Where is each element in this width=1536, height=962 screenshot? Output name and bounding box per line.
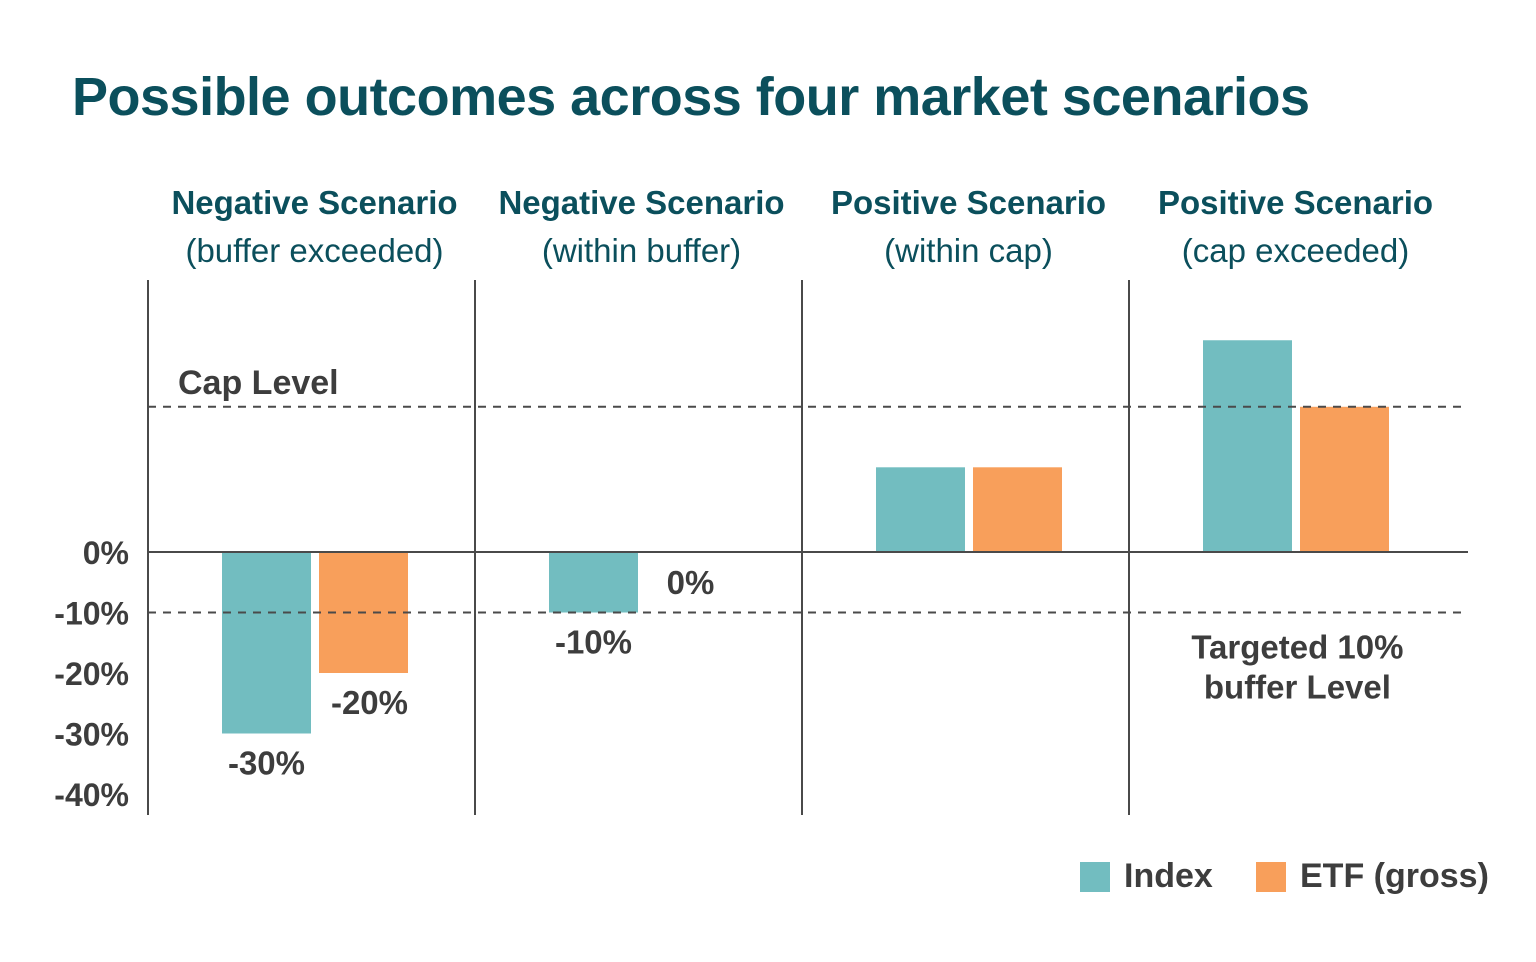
buffer-level-label-line2: buffer Level — [1204, 669, 1391, 706]
bar-index-2 — [876, 467, 965, 552]
data-label: -10% — [555, 624, 632, 661]
legend-item-etf: ETF (gross) — [1256, 857, 1489, 896]
data-label: 0% — [667, 564, 715, 601]
category-header-3: Positive Scenario — [1158, 184, 1433, 221]
y-tick-label: 0% — [83, 535, 129, 571]
category-subheader-0: (buffer exceeded) — [185, 232, 443, 269]
cap-level-label: Cap Level — [178, 364, 339, 402]
legend-label-etf: ETF (gross) — [1300, 857, 1489, 895]
y-tick-label: -30% — [54, 717, 129, 753]
y-tick-label: -20% — [54, 656, 129, 692]
category-header-2: Positive Scenario — [831, 184, 1106, 221]
data-label: -30% — [228, 745, 305, 782]
buffer-level-label-line1: Targeted 10% — [1191, 629, 1403, 666]
category-header-0: Negative Scenario — [171, 184, 457, 221]
legend-swatch-etf — [1256, 861, 1286, 892]
bar-etf-2 — [973, 467, 1062, 552]
y-tick-label: -10% — [54, 596, 129, 632]
legend-label-index: Index — [1124, 857, 1213, 895]
bar-index-1 — [549, 552, 638, 613]
data-label: -20% — [331, 684, 408, 721]
legend-swatch-index — [1080, 861, 1110, 892]
bar-etf-3 — [1300, 406, 1389, 552]
category-header-1: Negative Scenario — [498, 184, 784, 221]
chart-title: Possible outcomes across four market sce… — [72, 67, 1310, 127]
y-tick-label: -40% — [54, 777, 129, 813]
category-subheader-2: (within cap) — [884, 232, 1053, 269]
legend-item-index: Index — [1080, 857, 1213, 896]
bar-index-3 — [1203, 340, 1292, 552]
category-subheader-3: (cap exceeded) — [1182, 232, 1409, 269]
category-subheader-1: (within buffer) — [542, 232, 741, 269]
bar-index-0 — [222, 552, 311, 734]
